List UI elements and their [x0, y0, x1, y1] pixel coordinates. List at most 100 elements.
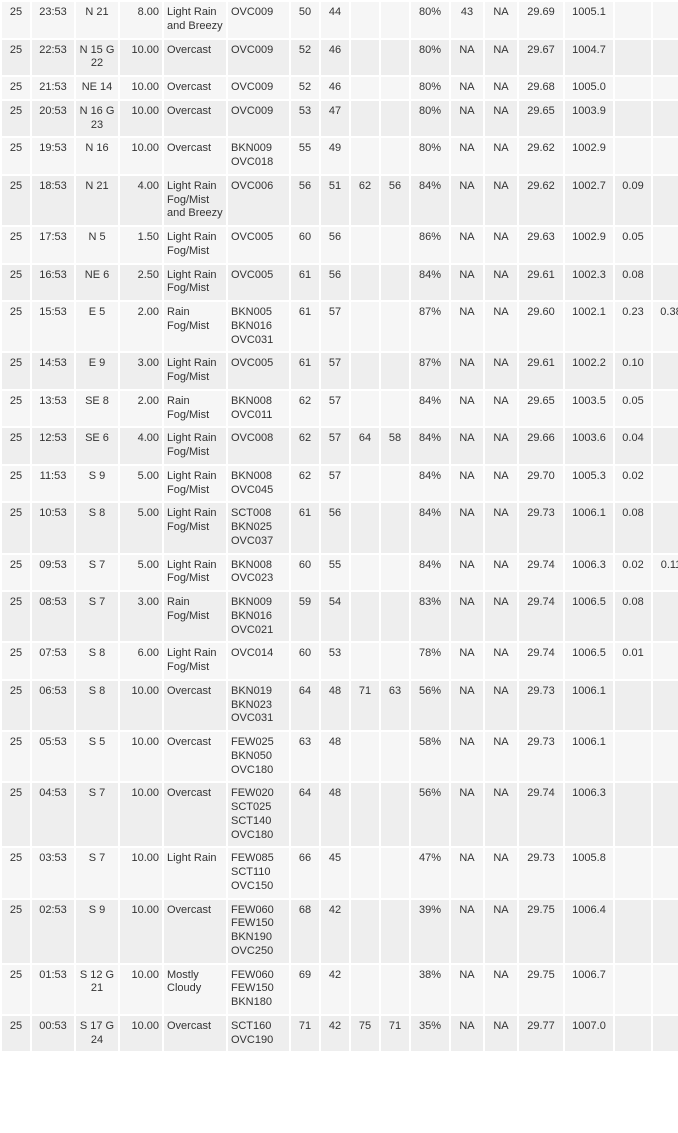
cell-weather: Light Rain Fog/Mist: [164, 555, 226, 591]
cell-alt: 29.62: [519, 138, 563, 174]
cell-wind: S 17 G 24: [76, 1016, 118, 1052]
cell-slp: 1005.1: [565, 2, 613, 38]
cell-sky: BKN009 BKN016 OVC021: [228, 592, 289, 641]
cell-min: [381, 783, 409, 846]
cell-sky: FEW060 FEW150 BKN190 OVC250: [228, 900, 289, 963]
cell-time: 14:53: [32, 353, 74, 389]
cell-max: [351, 900, 379, 963]
cell-dew: 51: [321, 176, 349, 225]
cell-vis: 10.00: [120, 138, 162, 174]
cell-vis: 10.00: [120, 848, 162, 897]
cell-vis: 3.00: [120, 592, 162, 641]
cell-slp: 1006.1: [565, 503, 613, 552]
cell-time: 16:53: [32, 265, 74, 301]
cell-wc: NA: [451, 592, 483, 641]
cell-alt: 29.73: [519, 848, 563, 897]
cell-p1: [615, 101, 651, 137]
cell-wind: S 7: [76, 783, 118, 846]
table-row: 2517:53N 51.50Light Rain Fog/MistOVC0056…: [2, 227, 678, 263]
cell-max: [351, 101, 379, 137]
cell-weather: Rain Fog/Mist: [164, 302, 226, 351]
cell-time: 00:53: [32, 1016, 74, 1052]
cell-slp: 1005.0: [565, 77, 613, 99]
cell-weather: Overcast: [164, 40, 226, 76]
cell-sky: OVC005: [228, 353, 289, 389]
cell-alt: 29.61: [519, 353, 563, 389]
cell-day: 25: [2, 101, 30, 137]
cell-wind: SE 8: [76, 391, 118, 427]
cell-max: [351, 466, 379, 502]
cell-dew: 56: [321, 503, 349, 552]
cell-wc: NA: [451, 503, 483, 552]
cell-air: 64: [291, 681, 319, 730]
cell-air: 61: [291, 503, 319, 552]
cell-vis: 10.00: [120, 77, 162, 99]
cell-min: [381, 466, 409, 502]
table-body: 2523:53N 218.00Light Rain and BreezyOVC0…: [2, 2, 678, 1051]
cell-min: [381, 555, 409, 591]
cell-time: 02:53: [32, 900, 74, 963]
cell-hi: NA: [485, 353, 517, 389]
cell-max: [351, 265, 379, 301]
cell-day: 25: [2, 555, 30, 591]
cell-wc: NA: [451, 40, 483, 76]
cell-hi: NA: [485, 900, 517, 963]
cell-min: [381, 138, 409, 174]
cell-rh: 78%: [411, 643, 449, 679]
cell-hi: NA: [485, 40, 517, 76]
cell-rh: 56%: [411, 681, 449, 730]
cell-day: 25: [2, 681, 30, 730]
cell-hi: NA: [485, 555, 517, 591]
cell-slp: 1003.6: [565, 428, 613, 464]
cell-vis: 6.00: [120, 643, 162, 679]
cell-sky: FEW060 FEW150 BKN180: [228, 965, 289, 1014]
cell-air: 60: [291, 643, 319, 679]
table-row: 2502:53S 910.00OvercastFEW060 FEW150 BKN…: [2, 900, 678, 963]
cell-slp: 1002.9: [565, 138, 613, 174]
cell-rh: 35%: [411, 1016, 449, 1052]
cell-p3: [653, 783, 678, 846]
cell-p3: 0.11: [653, 555, 678, 591]
cell-sky: OVC006: [228, 176, 289, 225]
cell-alt: 29.63: [519, 227, 563, 263]
cell-dew: 57: [321, 466, 349, 502]
cell-air: 64: [291, 783, 319, 846]
cell-slp: 1002.1: [565, 302, 613, 351]
cell-hi: NA: [485, 2, 517, 38]
cell-max: [351, 783, 379, 846]
cell-slp: 1006.7: [565, 965, 613, 1014]
cell-wc: NA: [451, 643, 483, 679]
cell-wind: N 21: [76, 2, 118, 38]
cell-min: [381, 391, 409, 427]
cell-sky: OVC009: [228, 77, 289, 99]
cell-max: [351, 227, 379, 263]
cell-hi: NA: [485, 77, 517, 99]
cell-rh: 87%: [411, 353, 449, 389]
cell-day: 25: [2, 643, 30, 679]
cell-p1: 0.08: [615, 503, 651, 552]
cell-wc: NA: [451, 783, 483, 846]
cell-wind: SE 6: [76, 428, 118, 464]
cell-hi: NA: [485, 176, 517, 225]
cell-time: 13:53: [32, 391, 74, 427]
cell-hi: NA: [485, 1016, 517, 1052]
cell-time: 03:53: [32, 848, 74, 897]
cell-p1: [615, 77, 651, 99]
table-row: 2519:53N 1610.00OvercastBKN009 OVC018554…: [2, 138, 678, 174]
cell-p3: [653, 77, 678, 99]
table-row: 2516:53NE 62.50Light Rain Fog/MistOVC005…: [2, 265, 678, 301]
cell-day: 25: [2, 40, 30, 76]
cell-slp: 1006.5: [565, 592, 613, 641]
cell-air: 66: [291, 848, 319, 897]
cell-alt: 29.65: [519, 391, 563, 427]
cell-dew: 48: [321, 783, 349, 846]
cell-max: [351, 592, 379, 641]
cell-rh: 87%: [411, 302, 449, 351]
cell-weather: Overcast: [164, 732, 226, 781]
cell-p3: [653, 466, 678, 502]
cell-wind: N 15 G 22: [76, 40, 118, 76]
cell-day: 25: [2, 227, 30, 263]
cell-dew: 56: [321, 227, 349, 263]
cell-hi: NA: [485, 503, 517, 552]
cell-air: 61: [291, 302, 319, 351]
